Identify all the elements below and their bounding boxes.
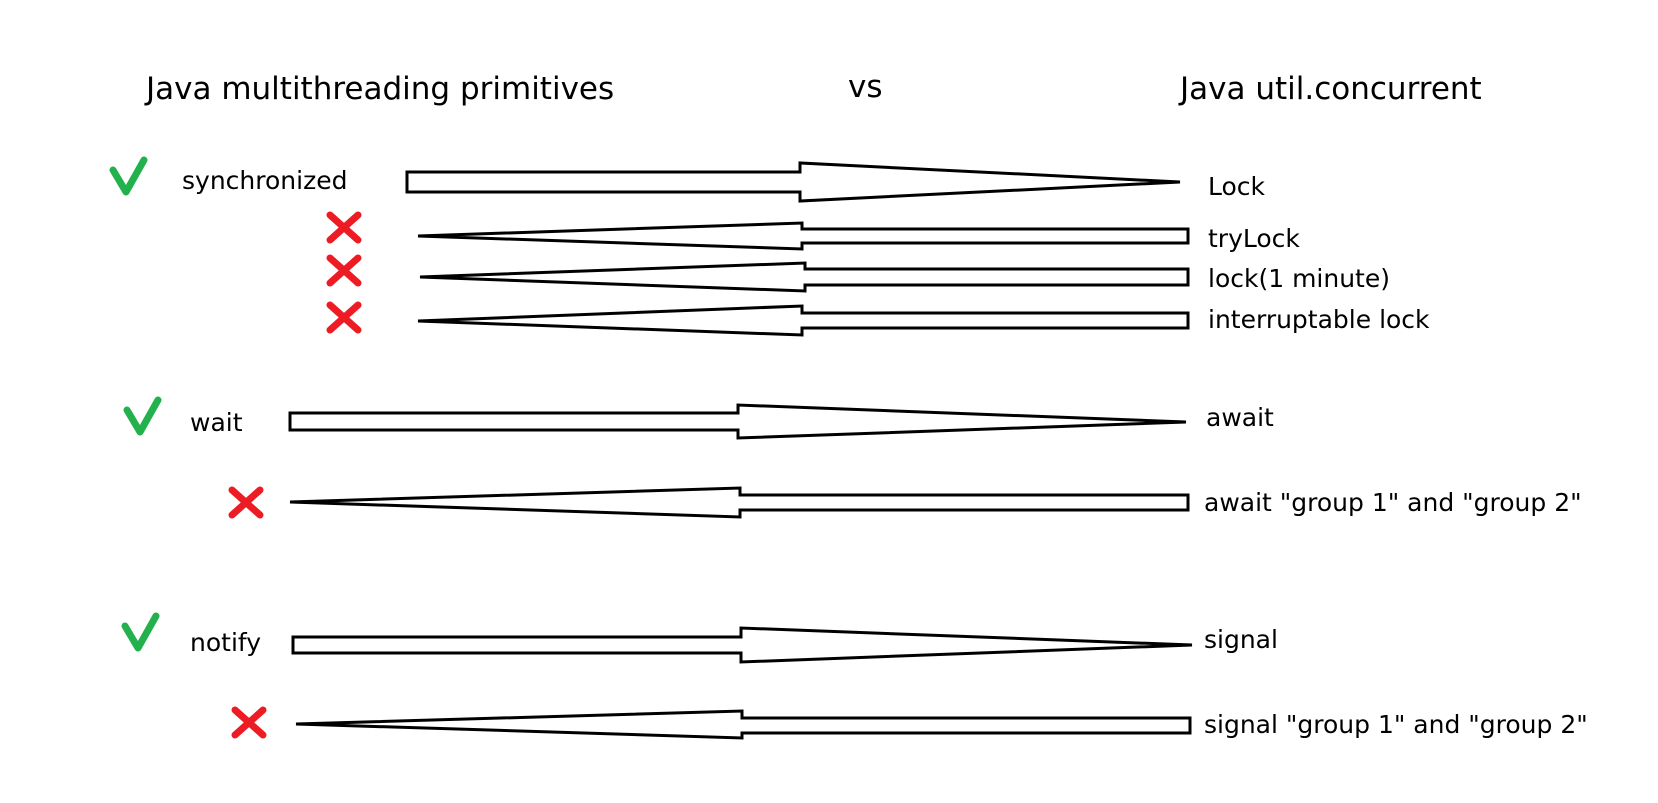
arrow-await-groups — [290, 488, 1188, 517]
cross-icon-trylock — [330, 215, 358, 240]
arrow-interruptable-lock — [418, 306, 1188, 335]
cross-icon-interruptable-lock — [330, 305, 358, 330]
check-icon-synchronized — [113, 160, 144, 192]
arrow-notify-to-signal — [293, 628, 1192, 662]
check-icon-wait — [127, 400, 158, 432]
arrow-trylock — [418, 223, 1188, 249]
arrow-synchronized-to-lock — [407, 163, 1180, 201]
check-icon-notify — [125, 616, 156, 648]
cross-icon-await-groups — [232, 490, 260, 515]
cross-icon-lock-timeout — [330, 258, 358, 283]
arrow-signal-groups — [296, 711, 1190, 738]
cross-icon-signal-groups — [235, 710, 263, 735]
arrow-wait-to-await — [290, 405, 1186, 438]
arrow-lock-timeout — [420, 263, 1188, 291]
